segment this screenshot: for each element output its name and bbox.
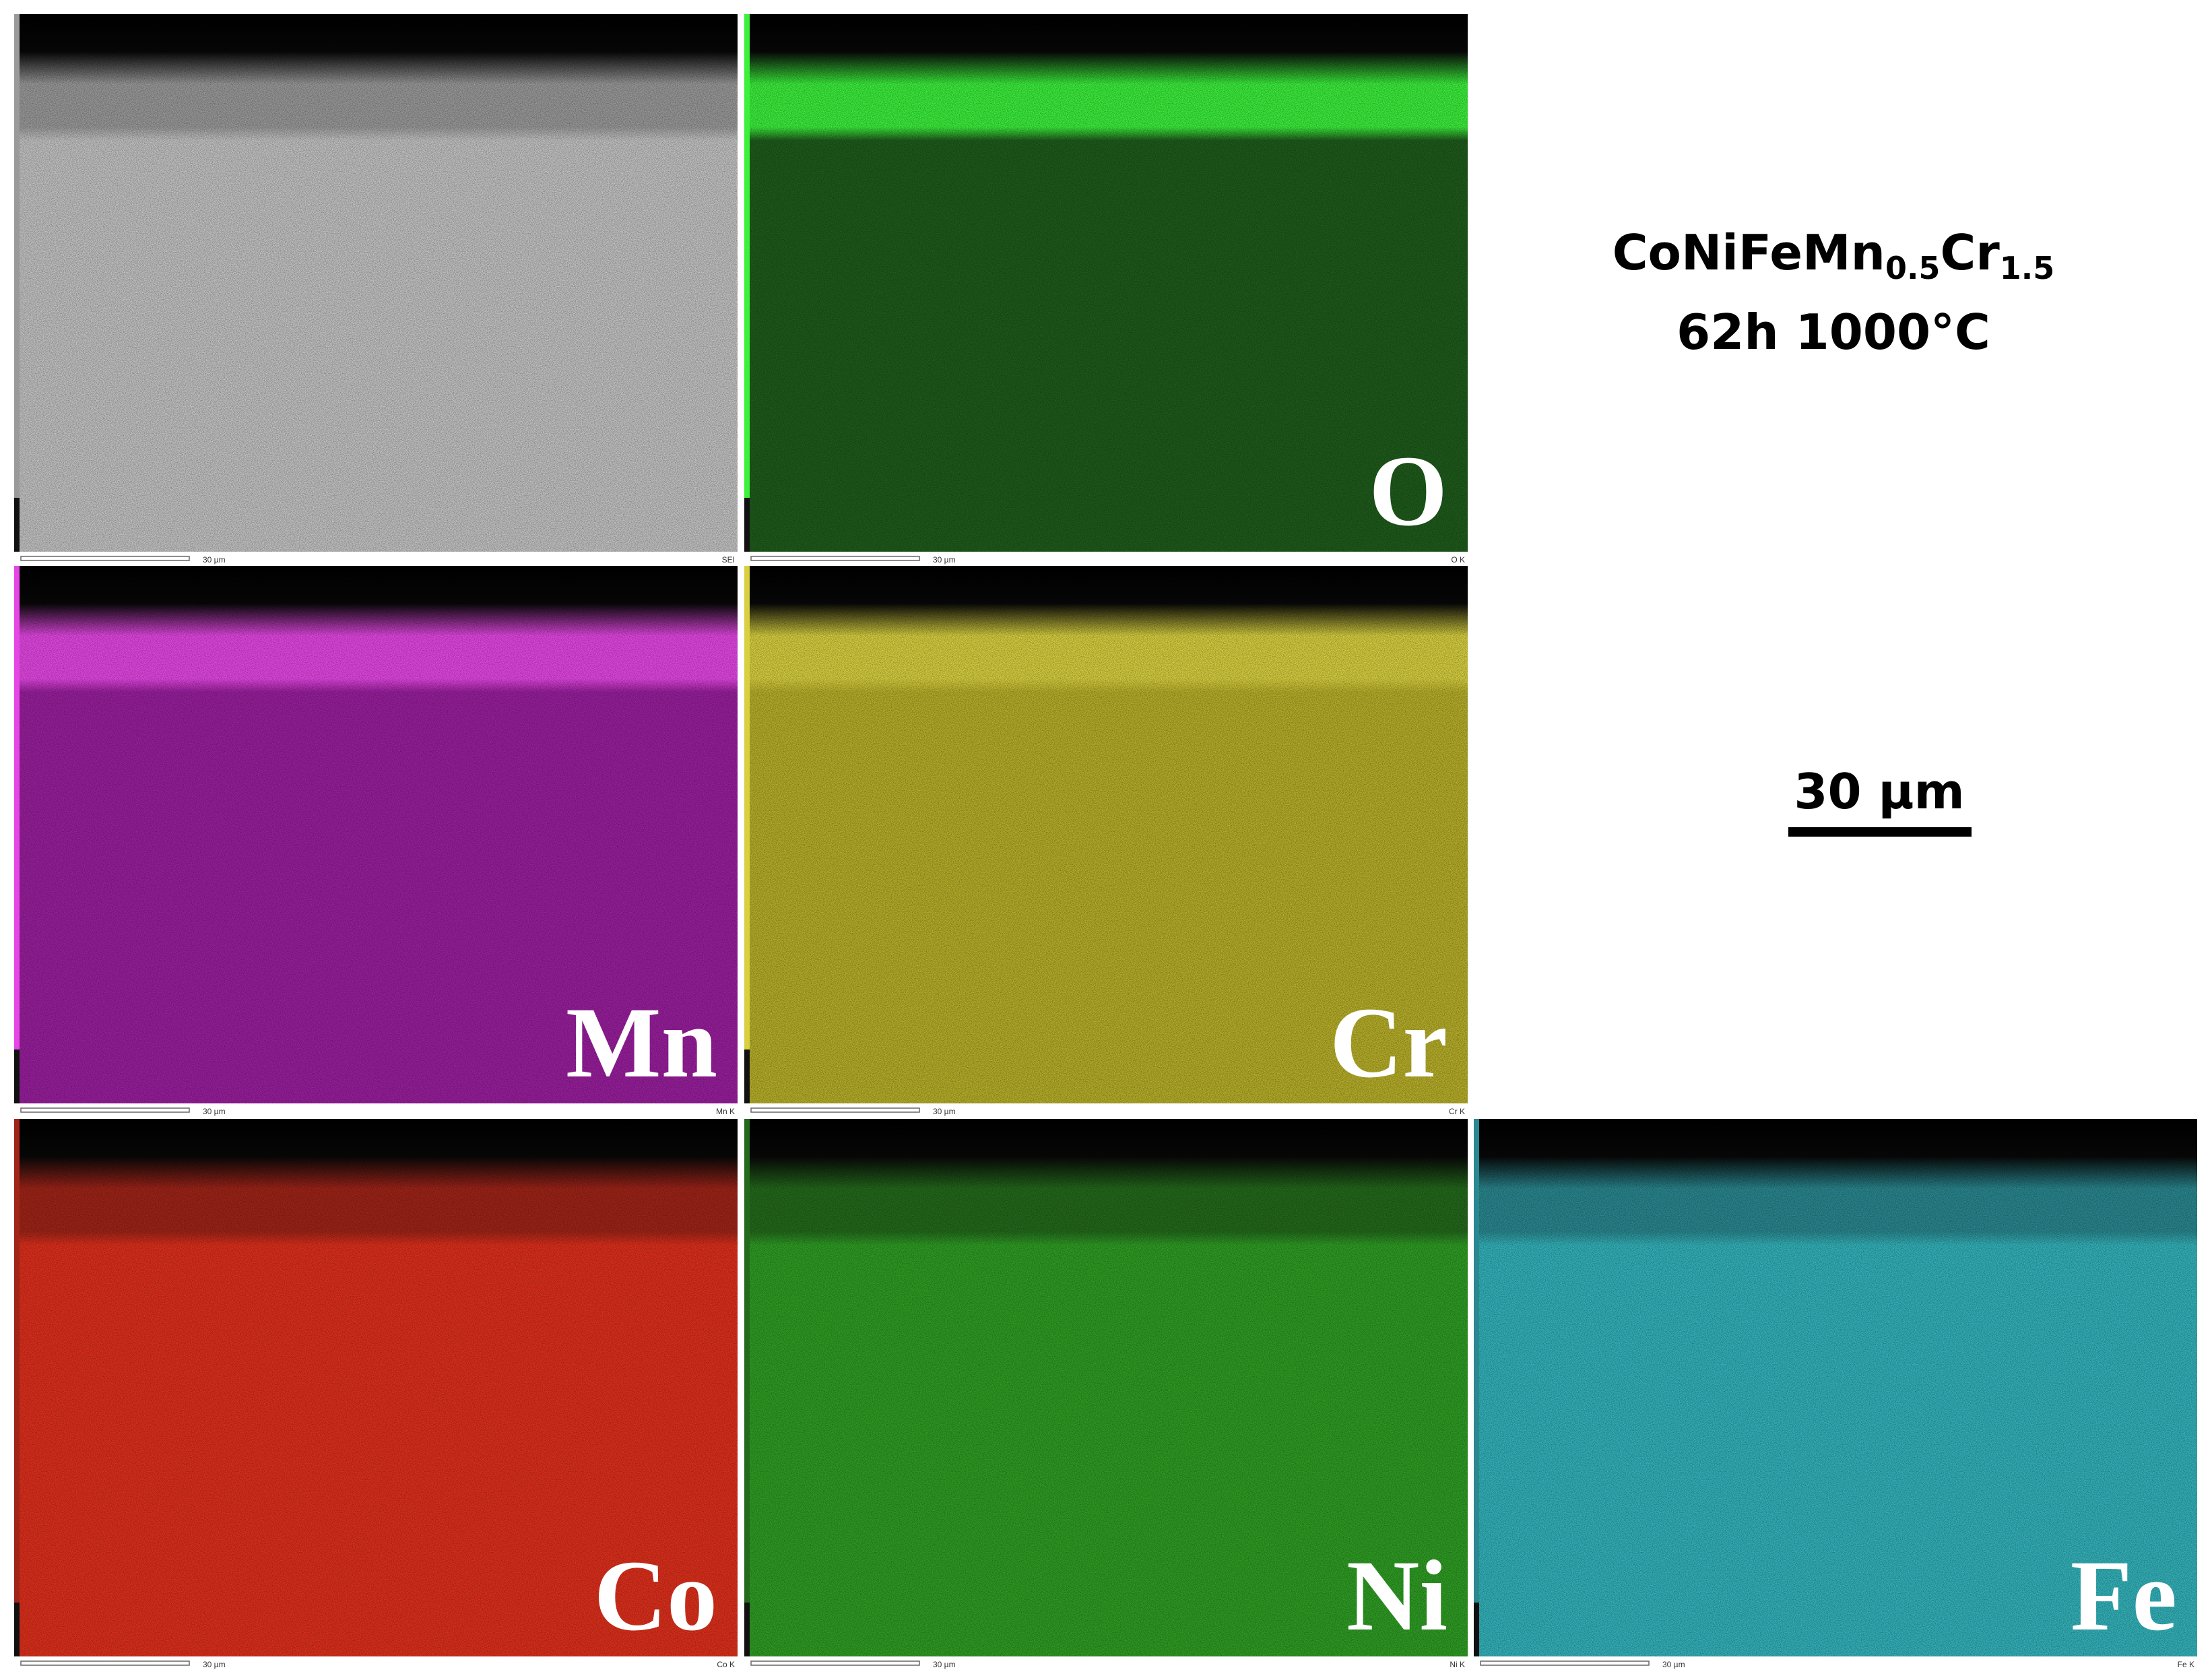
mini-scale-label: 30 µm	[933, 1107, 956, 1116]
signal-label: SEI	[722, 555, 735, 564]
map-noise	[744, 14, 1468, 552]
mini-scale-label: 30 µm	[203, 555, 226, 564]
signal-label: Co K	[717, 1660, 735, 1669]
map-noise	[14, 1119, 738, 1656]
map-noise	[1474, 1119, 2197, 1656]
edge-bar	[744, 1119, 750, 1603]
edge-bar	[14, 566, 20, 1050]
edge-bar-dark	[1474, 1603, 1479, 1656]
map-noise	[14, 14, 738, 552]
signal-label: Ni K	[1450, 1660, 1465, 1669]
signal-label: Mn K	[716, 1107, 735, 1116]
formula-sub: 1.5	[2000, 250, 2055, 286]
map-panel: Mn 30 µm Mn K	[14, 566, 738, 1116]
map-panel: Cr 30 µm Cr K	[744, 566, 1468, 1116]
mini-scale-label: 30 µm	[933, 555, 956, 564]
element-label: Cr	[1330, 987, 1447, 1099]
edge-bar-dark	[14, 498, 20, 552]
mini-scale-label: 30 µm	[203, 1660, 226, 1669]
mini-scale-bar	[750, 1660, 920, 1666]
edge-bar-dark	[14, 1603, 20, 1656]
mini-scale-label: 30 µm	[933, 1660, 956, 1669]
edge-bar-dark	[744, 498, 750, 552]
condition: 62h 1000°C	[1677, 304, 1990, 360]
scale-bar	[1788, 827, 1972, 837]
signal-label: Fe K	[2178, 1660, 2194, 1669]
edge-bar-dark	[744, 1050, 750, 1103]
edge-bar	[744, 14, 750, 498]
element-label: Ni	[1346, 1540, 1447, 1652]
mini-scale-bar	[1480, 1660, 1650, 1666]
mini-scale-bar	[20, 1107, 190, 1113]
mini-scale-bar	[750, 556, 920, 561]
map-panel: O 30 µm O K	[744, 14, 1468, 564]
map-noise	[744, 1119, 1468, 1656]
formula-sub: 0.5	[1885, 250, 1941, 286]
mini-scale-label: 30 µm	[203, 1107, 226, 1116]
element-label: Co	[594, 1540, 717, 1652]
map-panel: Ni 30 µm Ni K	[744, 1119, 1468, 1669]
formula-part: Cr	[1940, 224, 2000, 281]
map-noise	[14, 566, 738, 1103]
edge-bar	[744, 566, 750, 1050]
element-label: Fe	[2071, 1540, 2177, 1652]
signal-label: Cr K	[1449, 1107, 1465, 1116]
element-label: Mn	[566, 987, 717, 1099]
mini-scale-bar	[20, 1660, 190, 1666]
edge-bar-dark	[14, 1050, 20, 1103]
map-panel: Fe 30 µm Fe K	[1474, 1119, 2197, 1669]
signal-label: O K	[1451, 555, 1465, 564]
scale-bar-label: 30 µm	[1794, 763, 1964, 820]
edge-bar-dark	[744, 1603, 750, 1656]
map-panel: Co 30 µm Co K	[14, 1119, 738, 1669]
map-noise	[744, 566, 1468, 1103]
edge-bar	[14, 1119, 20, 1603]
map-panel: 30 µm SEI	[14, 14, 738, 564]
sample-title: CoNiFeMn0.5Cr1.5	[1613, 224, 2055, 286]
mini-scale-bar	[20, 556, 190, 561]
edge-bar	[14, 14, 20, 498]
mini-scale-label: 30 µm	[1662, 1660, 1685, 1669]
mini-scale-bar	[750, 1107, 920, 1113]
element-label: O	[1369, 435, 1447, 547]
edge-bar	[1474, 1119, 1479, 1603]
formula-part: CoNiFeMn	[1613, 224, 1885, 281]
